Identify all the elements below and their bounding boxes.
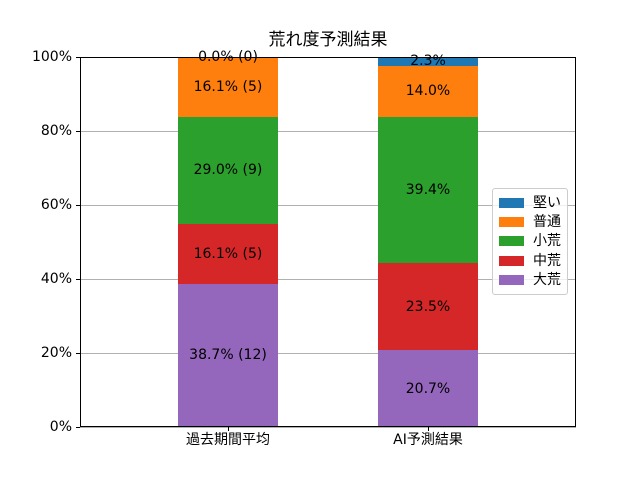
bar-segment-label: 14.0% <box>405 83 451 100</box>
bar-segment-小荒 <box>378 117 478 264</box>
gridline <box>80 352 576 354</box>
legend-swatch-大荒 <box>499 274 524 285</box>
legend-swatch-普通 <box>499 217 524 228</box>
gridline <box>80 426 576 428</box>
bar-segment-堅い <box>378 57 478 66</box>
bar-segment-label: 39.4% <box>405 182 451 199</box>
bar-segment-label: 2.3% <box>410 53 446 70</box>
bar-segment-label: 29.0% (9) <box>193 162 263 179</box>
gridline <box>80 56 576 58</box>
legend-row: 堅い <box>499 196 563 210</box>
legend-swatch-堅い <box>499 198 524 209</box>
bar-segment-大荒 <box>378 350 478 427</box>
bar-segment-label: 23.5% <box>405 298 451 315</box>
y-tick-mark <box>76 352 80 354</box>
legend-row: 普通 <box>499 215 563 229</box>
bar-segment-label: 38.7% (12) <box>189 347 267 364</box>
plot-area: 38.7% (12) 16.1% (5) 29.0% (9) 16.1% (5) 0.0… <box>80 50 576 428</box>
bar-segment-中荒 <box>178 224 278 284</box>
y-tick-label: 20% <box>40 345 72 361</box>
legend-row: 大荒 <box>499 273 563 287</box>
legend-row: 中荒 <box>499 254 563 268</box>
y-tick-label: 0% <box>49 419 72 435</box>
legend-label: 中荒 <box>533 252 561 269</box>
bar-segment-label: 0.0% (0) <box>198 49 258 65</box>
bar-segment-小荒 <box>178 116 278 225</box>
gridline <box>80 278 576 280</box>
x-tick-label: AI予測結果 <box>393 432 463 448</box>
bar-segment-label: 16.1% (5) <box>193 245 263 262</box>
bar-segment-普通 <box>178 57 278 117</box>
y-tick-mark <box>76 56 80 58</box>
bar-segment-普通 <box>378 65 478 118</box>
chart-title: 荒れ度予測結果 <box>268 30 388 50</box>
y-tick-label: 40% <box>40 271 72 287</box>
y-tick-label: 80% <box>40 123 72 139</box>
gridline <box>80 204 576 206</box>
y-tick-label: 100% <box>31 49 72 65</box>
legend: 堅い普通小荒中荒大荒 <box>492 188 568 295</box>
legend-label: 小荒 <box>533 233 561 250</box>
y-tick-mark <box>76 278 80 280</box>
y-tick-label: 60% <box>40 197 72 213</box>
legend-label: 普通 <box>533 214 561 231</box>
y-tick-mark <box>76 130 80 132</box>
y-tick-mark <box>76 204 80 206</box>
y-tick-mark <box>76 426 80 428</box>
legend-row: 小荒 <box>499 234 563 248</box>
legend-label: 堅い <box>533 195 561 212</box>
bar-segment-中荒 <box>378 263 478 351</box>
bar-segment-label: 20.7% <box>405 380 451 397</box>
bar-segment-大荒 <box>178 283 278 427</box>
legend-swatch-中荒 <box>499 255 524 266</box>
gridline <box>80 130 576 132</box>
x-tick-mark <box>428 427 429 431</box>
x-tick-label: 過去期間平均 <box>186 432 270 448</box>
legend-swatch-小荒 <box>499 236 524 247</box>
bar-segment-label: 16.1% (5) <box>193 78 263 95</box>
x-tick-mark <box>228 427 229 431</box>
legend-label: 大荒 <box>533 271 561 288</box>
